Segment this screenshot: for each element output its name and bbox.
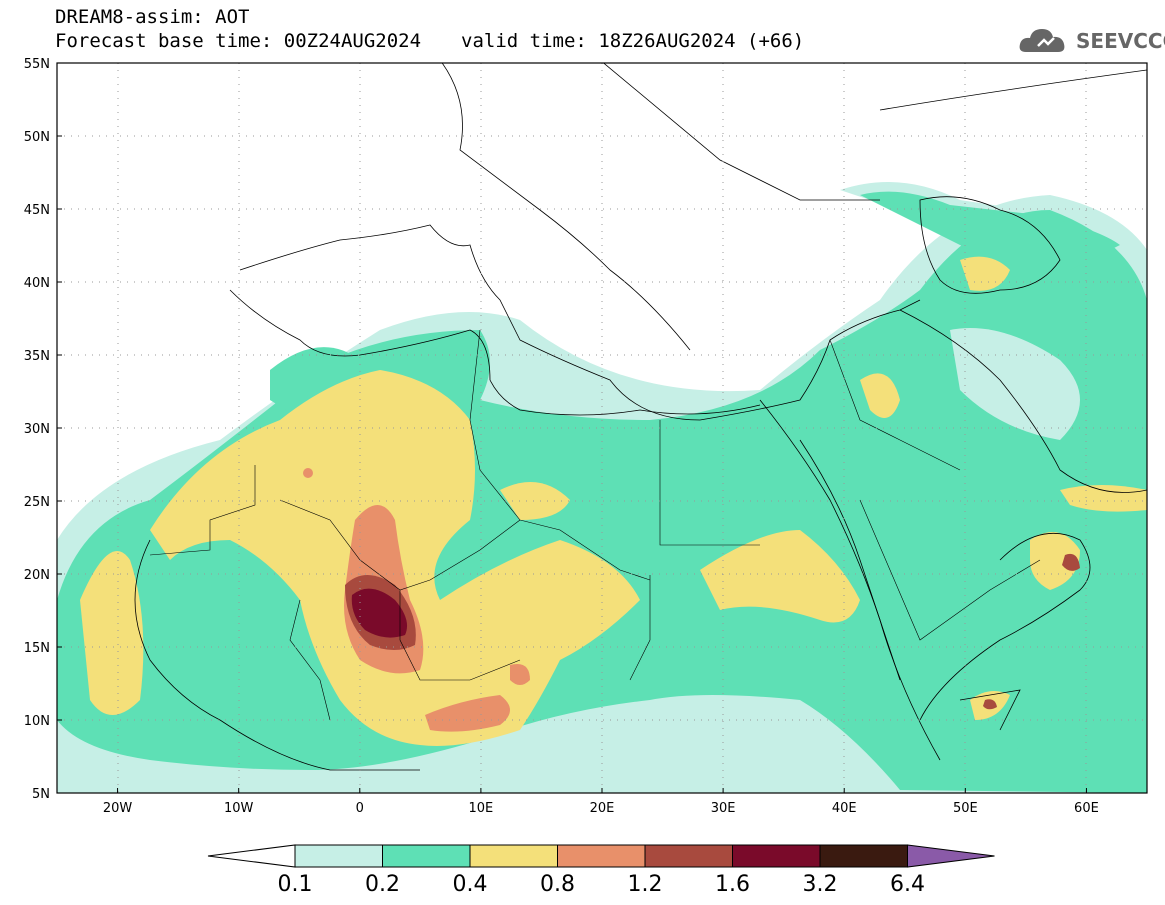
lat-label: 35N <box>24 349 50 364</box>
colorbar-level-label: 0.8 <box>540 872 575 897</box>
colorbar-box <box>557 844 646 868</box>
seevccc-logo: SEEVCCC <box>1018 24 1165 58</box>
borders <box>149 329 1041 721</box>
lat-label: 40N <box>24 276 50 291</box>
colorbar-box <box>382 844 471 868</box>
colorbar-level-label: 0.1 <box>278 872 313 897</box>
lon-label: 40E <box>832 801 857 816</box>
colorbar-level-label: 3.2 <box>803 872 838 897</box>
lon-label: 50E <box>953 801 978 816</box>
coastlines <box>134 63 1147 771</box>
colorbar-over-triangle <box>907 844 995 868</box>
colorbar-box <box>294 844 383 868</box>
colorbar-box <box>469 844 558 868</box>
aot-field <box>57 182 1147 793</box>
lat-label: 10N <box>24 714 50 729</box>
model-title: DREAM8-assim: AOT <box>55 6 250 28</box>
colorbar-level-label: 0.2 <box>365 872 400 897</box>
lon-label: 10E <box>469 801 494 816</box>
lat-label: 15N <box>24 641 50 656</box>
lat-label: 45N <box>24 203 50 218</box>
cloud-icon <box>1019 29 1065 52</box>
lon-label: 0 <box>356 801 364 816</box>
lat-label: 30N <box>24 422 50 437</box>
colorbar-level-label: 1.6 <box>715 872 750 897</box>
colorbar-box <box>732 844 821 868</box>
colorbar-level-label: 6.4 <box>890 872 925 897</box>
colorbar-under-triangle <box>207 844 296 868</box>
colorbar-level-label: 1.2 <box>628 872 663 897</box>
colorbar-box <box>819 844 908 868</box>
latitude-labels: 55N 50N 45N 40N 35N 30N 25N 20N 15N 10N 5N <box>24 57 62 802</box>
valid-time: valid time: 18Z26AUG2024 (+66) <box>461 30 805 52</box>
lon-label: 20W <box>103 801 133 816</box>
lon-label: 30E <box>711 801 736 816</box>
colorbar-box <box>644 844 733 868</box>
logo-text: SEEVCCC <box>1076 29 1165 53</box>
lon-label: 20E <box>590 801 615 816</box>
colorbar: 0.1 0.2 0.4 0.8 1.2 1.6 3.2 6.4 <box>207 844 995 897</box>
lat-label: 25N <box>24 495 50 510</box>
lat-label: 55N <box>24 57 50 72</box>
longitude-labels: 20W 10W 0 10E 20E 30E 40E 50E 60E <box>103 788 1099 816</box>
base-time: Forecast base time: 00Z24AUG2024 <box>55 30 422 52</box>
lat-label: 50N <box>24 130 50 145</box>
colorbar-level-label: 0.4 <box>453 872 488 897</box>
time-line: Forecast base time: 00Z24AUG2024 valid ti… <box>55 30 804 52</box>
lon-label: 60E <box>1074 801 1099 816</box>
aot-map: 55N 50N 45N 40N 35N 30N 25N 20N 15N 10N 5N 20W 10W 0… <box>24 57 1148 816</box>
lat-label: 20N <box>24 568 50 583</box>
graticule <box>57 63 1147 793</box>
lon-label: 10W <box>224 801 254 816</box>
lat-label: 5N <box>32 787 50 802</box>
